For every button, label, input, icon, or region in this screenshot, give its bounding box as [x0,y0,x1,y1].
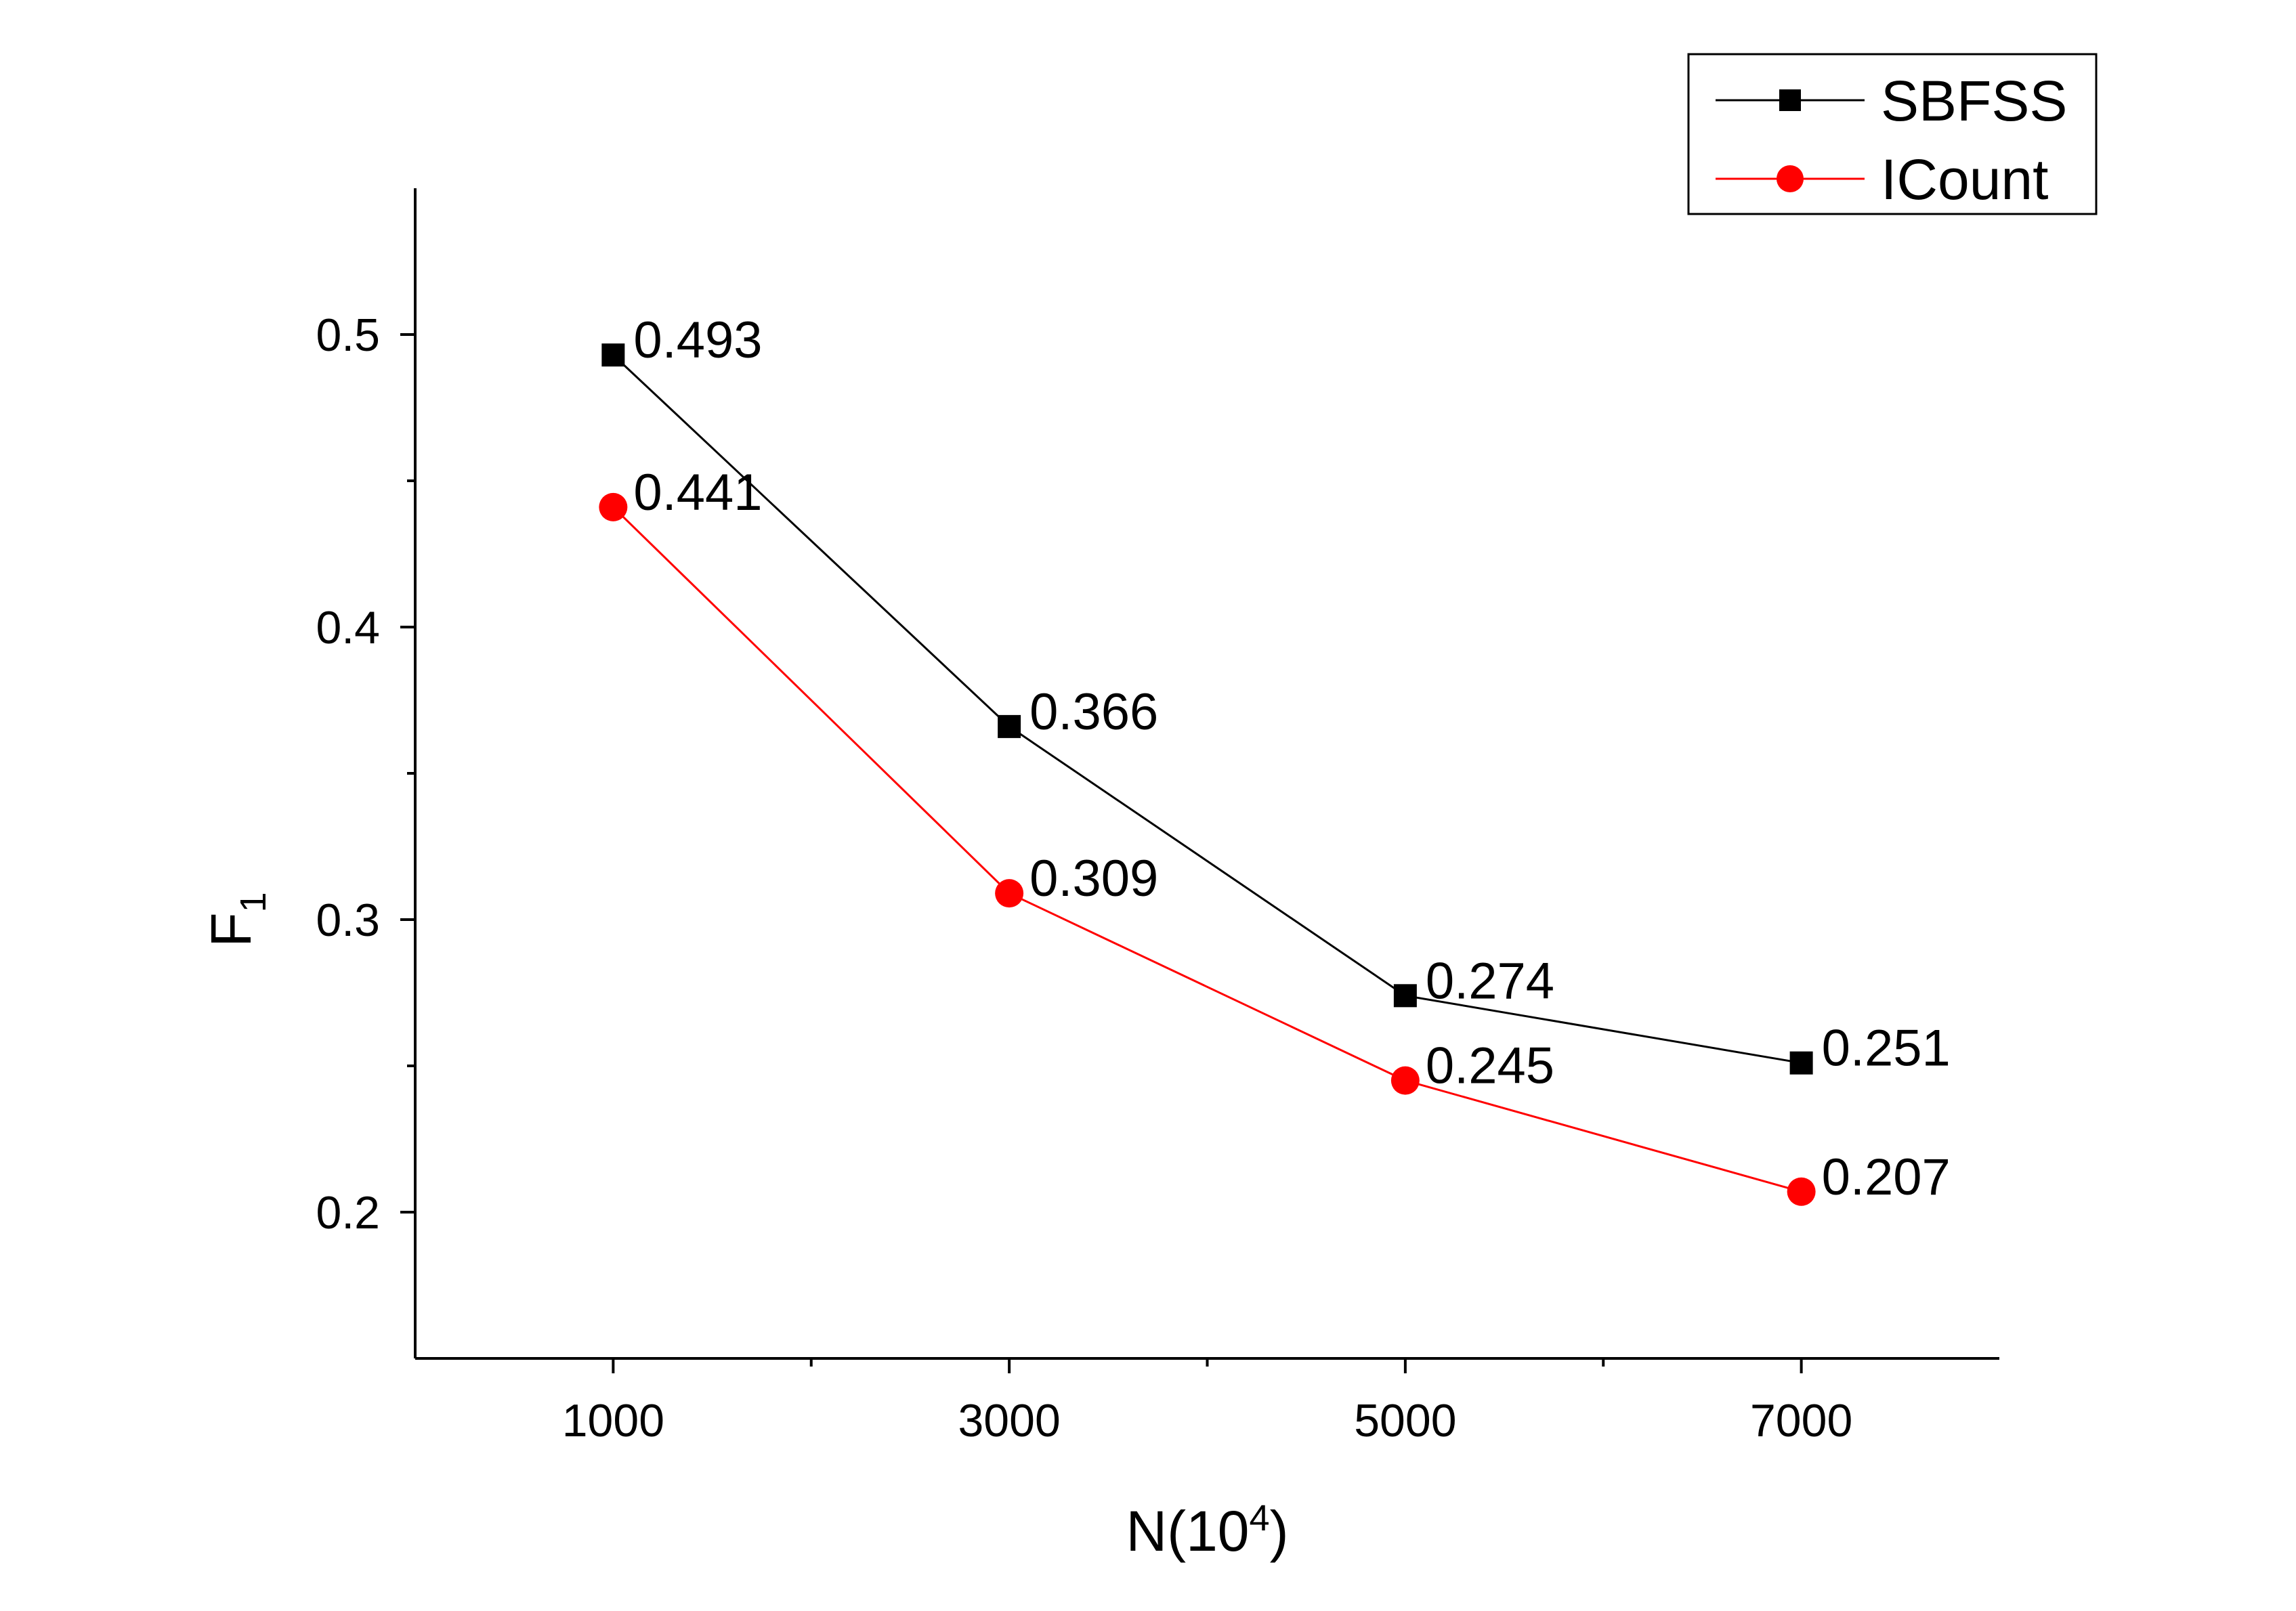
series-line-sbfss [612,354,1802,1065]
series-line-icount [612,506,1802,1193]
data-label-sbfss: 0.493 [633,312,762,369]
data-label-icount: 0.441 [633,464,762,521]
x-tick-label: 7000 [1750,1395,1852,1446]
y-tick-label: 0.3 [316,895,380,946]
y-tick-label: 0.5 [316,309,380,361]
data-point-icount [1390,1066,1420,1095]
legend-marker-icount [1777,165,1804,192]
series-icount: 0.441 0.309 0.245 0.207 [599,464,1951,1206]
legend-item-icount: ICount [1716,148,2049,211]
legend-label-sbfss: SBFSS [1881,69,2067,133]
legend: SBFSS ICount [1687,53,2098,215]
data-label-icount: 0.245 [1426,1037,1554,1095]
legend-marker-sbfss [1779,89,1801,111]
y-tick-label: 0.2 [316,1187,380,1239]
y-axis-title: F1 [199,892,274,947]
data-point-sbfss [1393,984,1417,1008]
data-point-sbfss [601,343,625,367]
data-point-icount [1787,1177,1816,1206]
legend-box [1687,53,2098,215]
data-point-sbfss [1789,1051,1813,1075]
series-layer: 0.441 0.309 0.245 0.207 0.493 0.366 0.274 0.251 [599,312,1951,1206]
ticks: 1000 3000 5000 7000 0.2 0.3 0.4 0.5 [316,309,1852,1446]
legend-label-icount: ICount [1881,148,2049,211]
series-sbfss: 0.493 0.366 0.274 0.251 [601,312,1951,1077]
data-point-sbfss [998,714,1021,738]
y-tick-label: 0.4 [316,602,380,653]
data-point-icount [599,492,628,521]
data-point-icount [995,879,1024,908]
legend-item-sbfss: SBFSS [1716,69,2067,133]
data-label-icount: 0.309 [1029,850,1158,907]
data-label-sbfss: 0.366 [1029,683,1158,741]
data-label-sbfss: 0.274 [1426,952,1554,1010]
data-label-icount: 0.207 [1822,1148,1951,1206]
data-label-sbfss: 0.251 [1822,1020,1951,1077]
x-tick-label: 1000 [562,1395,664,1446]
x-tick-label: 3000 [958,1395,1060,1446]
x-axis-title: N(104) [1126,1498,1288,1563]
x-tick-label: 5000 [1354,1395,1456,1446]
